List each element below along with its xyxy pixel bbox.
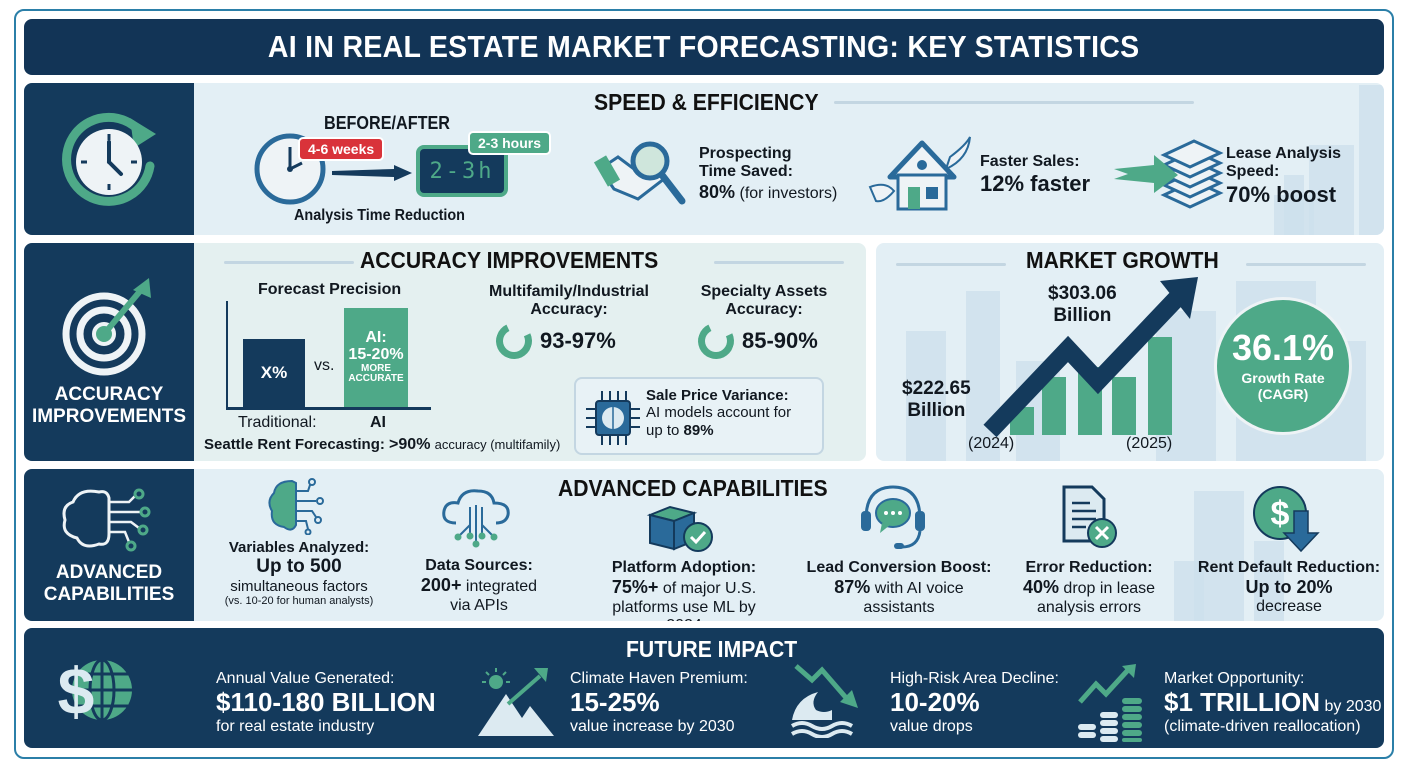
accuracy-panel: ACCURACY IMPROVEMENTS Forecast Precision…	[194, 243, 866, 461]
sale-price-card: Sale Price Variance: AI models account f…	[574, 377, 824, 455]
green-brain-circuit-icon	[268, 478, 324, 535]
annual-value-stat: Annual Value Generated: $110-180 BILLION…	[216, 670, 436, 736]
cloud-network-icon	[442, 489, 510, 548]
traditional-label: Traditional:	[238, 414, 317, 431]
chart-axis-y	[226, 301, 228, 409]
document-error-icon	[1062, 485, 1117, 548]
climate-haven-stat: Climate Haven Premium: 15-25% value incr…	[570, 670, 748, 736]
capabilities-side-label: ADVANCED CAPABILITIES	[43, 562, 175, 605]
future-impact-section: FUTURE IMPACT $ Annual Value Generated: …	[24, 628, 1384, 748]
end-year-label: (2025)	[1126, 435, 1173, 452]
seattle-rent-stat: Seattle Rent Forecasting: >90% accuracy …	[204, 436, 561, 453]
multifamily-value: 93-97%	[540, 328, 616, 353]
end-value-label: $303.06 Billion	[1048, 283, 1117, 326]
coins-up-arrow-icon	[1078, 664, 1142, 742]
start-year-label: (2024)	[968, 435, 1015, 452]
before-after-heading: BEFORE/AFTER	[324, 113, 451, 133]
variables-analyzed-stat: Variables Analyzed: Up to 500 simultaneo…	[224, 539, 374, 608]
handshake-magnifier-icon	[594, 141, 686, 205]
market-section-title: MARKET GROWTH	[1026, 247, 1219, 273]
market-growth-panel: MARKET GROWTH $303.06 Billion $222.65 Bi…	[876, 243, 1384, 461]
capabilities-section: ADVANCED CAPABILITIES ADVANCED CAPABILIT…	[24, 469, 1384, 621]
specialty-ring-icon	[692, 317, 740, 365]
faster-sales-label: Faster Sales: 12% faster	[980, 153, 1091, 197]
traditional-bar: X%	[243, 339, 305, 407]
svg-text:$: $	[58, 654, 95, 728]
prospecting-label: Prospecting Time Saved: 80% (for investo…	[699, 145, 838, 202]
specialty-label: Specialty Assets Accuracy:	[700, 283, 828, 319]
page-title: AI IN REAL ESTATE MARKET FORECASTING: KE…	[268, 29, 1140, 64]
accuracy-side-label: ACCURACY IMPROVEMENTS	[31, 384, 187, 427]
capabilities-section-title: ADVANCED CAPABILITIES	[558, 475, 828, 501]
brain-circuit-icon	[62, 488, 151, 552]
accuracy-side-panel: ACCURACY IMPROVEMENTS	[24, 243, 194, 461]
winged-house-icon	[868, 136, 971, 211]
accuracy-section-title: ACCURACY IMPROVEMENTS	[360, 247, 659, 273]
svg-text:$: $	[1271, 495, 1290, 533]
ai-label: AI	[370, 414, 386, 431]
chip-brain-icon	[586, 391, 640, 445]
chart-axis-x	[226, 407, 431, 410]
speed-section-title: SPEED & EFFICIENCY	[594, 89, 819, 115]
specialty-value: 85-90%	[742, 328, 818, 353]
clock-refresh-icon	[62, 112, 156, 206]
error-reduction-stat: Error Reduction: 40% drop in lease analy…	[1022, 559, 1156, 616]
speed-panel: SPEED & EFFICIENCY BEFORE/AFTER 4-6 week…	[194, 83, 1384, 235]
analysis-time-caption: Analysis Time Reduction	[294, 207, 465, 224]
after-badge: 2-3 hours	[468, 131, 552, 155]
title-rule	[834, 101, 1194, 104]
market-opportunity-stat: Market Opportunity: $1 TRILLION by 2030 …	[1164, 670, 1382, 736]
dollar-globe-icon: $	[58, 654, 132, 728]
capabilities-side-panel: ADVANCED CAPABILITIES	[24, 469, 194, 621]
multifamily-label: Multifamily/Industrial Accuracy:	[488, 283, 649, 319]
wave-down-arrow-icon	[790, 664, 858, 738]
document-stack-arrow-icon	[1114, 139, 1224, 209]
sale-price-text: Sale Price Variance: AI models account f…	[646, 387, 792, 439]
multifamily-ring-icon	[490, 317, 538, 365]
cagr-badge: 36.1% Growth Rate (CAGR)	[1214, 297, 1352, 435]
before-badge: 4-6 weeks	[298, 137, 385, 161]
lease-analysis-label: Lease Analysis Speed: 70% boost	[1226, 145, 1342, 207]
title-banner: AI IN REAL ESTATE MARKET FORECASTING: KE…	[24, 19, 1384, 75]
arrow-right-icon	[332, 165, 412, 181]
future-section-title: FUTURE IMPACT	[626, 636, 798, 662]
forecast-precision-heading: Forecast Precision	[258, 281, 402, 298]
start-value-label: $222.65 Billion	[902, 378, 971, 421]
capabilities-panel: ADVANCED CAPABILITIES Variables Analyzed…	[194, 469, 1384, 621]
lead-conversion-stat: Lead Conversion Boost: 87% with AI voice…	[806, 559, 992, 616]
accuracy-section: ACCURACY IMPROVEMENTS ACCURACY IMPROVEME…	[24, 243, 1384, 461]
speed-side-panel	[24, 83, 194, 235]
target-arrow-icon	[62, 278, 151, 376]
dollar-down-icon: $	[1253, 486, 1320, 553]
data-sources-stat: Data Sources: 200+ integrated via APIs	[420, 557, 538, 614]
platform-adoption-stat: Platform Adoption: 75%+ of major U.S. pl…	[611, 559, 757, 621]
rent-default-stat: Rent Default Reduction: Up to 20% decrea…	[1197, 559, 1381, 616]
ai-bar: AI: 15-20% MORE ACCURATE	[344, 308, 408, 407]
sun-mountain-arrow-icon	[478, 668, 554, 736]
headset-chat-icon	[861, 485, 925, 549]
high-risk-decline-stat: High-Risk Area Decline: 10-20% value dro…	[890, 670, 1059, 736]
box-check-icon	[646, 505, 713, 552]
growth-arrow-chart-icon	[983, 277, 1198, 437]
vs-label: vs.	[314, 357, 335, 374]
speed-efficiency-section: SPEED & EFFICIENCY BEFORE/AFTER 4-6 week…	[24, 83, 1384, 235]
